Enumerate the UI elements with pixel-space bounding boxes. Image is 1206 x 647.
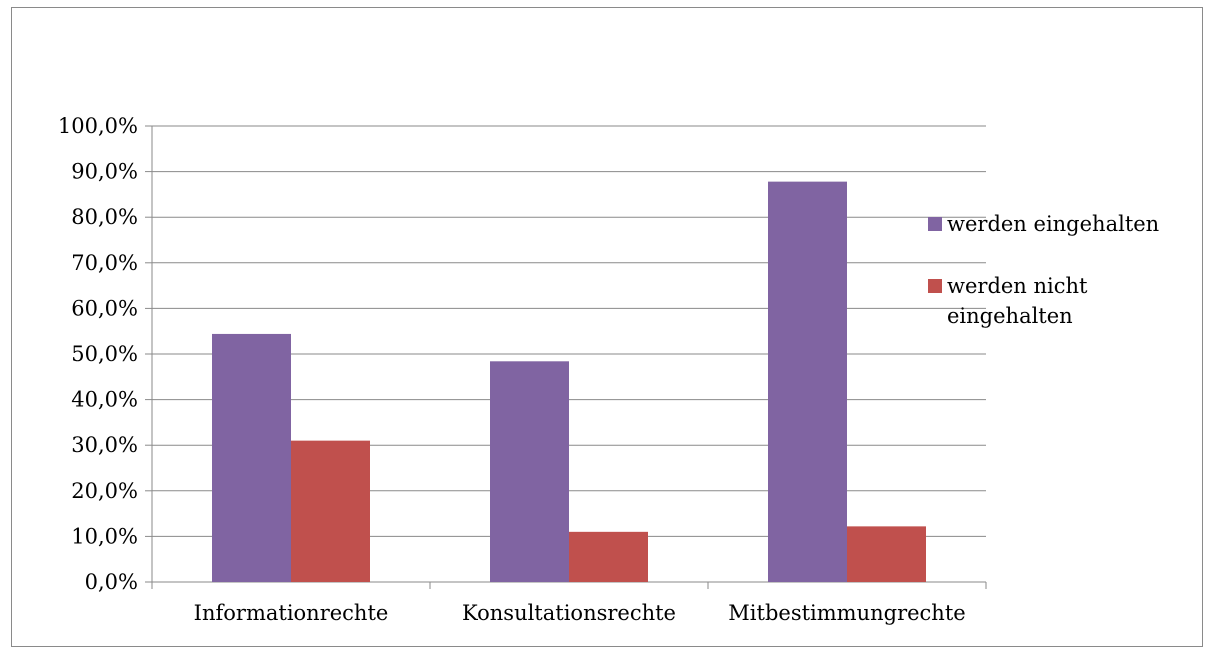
legend-label: werden nicht eingehalten (947, 274, 1088, 328)
bar-chart: 0,0% 10,0% 20,0% 30,0% 40,0% 50,0% 60,0% 70,0% 8… (58, 114, 1159, 625)
legend-swatch (928, 279, 942, 293)
y-tick-label: 30,0% (71, 433, 138, 457)
legend-swatch (928, 217, 942, 231)
y-tick-label: 50,0% (71, 342, 138, 366)
legend-label: werden eingehalten (947, 212, 1159, 236)
y-tick-label: 40,0% (71, 388, 138, 412)
bar (490, 361, 569, 582)
y-tick-label: 80,0% (71, 205, 138, 229)
x-category-label: Konsultationsrechte (462, 601, 676, 625)
bar (847, 526, 926, 582)
bar (212, 333, 291, 582)
bar (569, 531, 648, 582)
y-tick-label: 100,0% (58, 114, 138, 138)
y-tick-label: 10,0% (71, 524, 138, 548)
y-tick-label: 70,0% (71, 251, 138, 275)
bar (768, 181, 847, 582)
y-tick-label: 90,0% (71, 160, 138, 184)
bar (291, 440, 370, 582)
y-tick-label: 20,0% (71, 479, 138, 503)
y-tick-label: 60,0% (71, 296, 138, 320)
x-category-label: Mitbestimmungrechte (728, 601, 965, 625)
x-category-label: Informationrechte (194, 601, 389, 625)
y-tick-label: 0,0% (85, 570, 138, 594)
